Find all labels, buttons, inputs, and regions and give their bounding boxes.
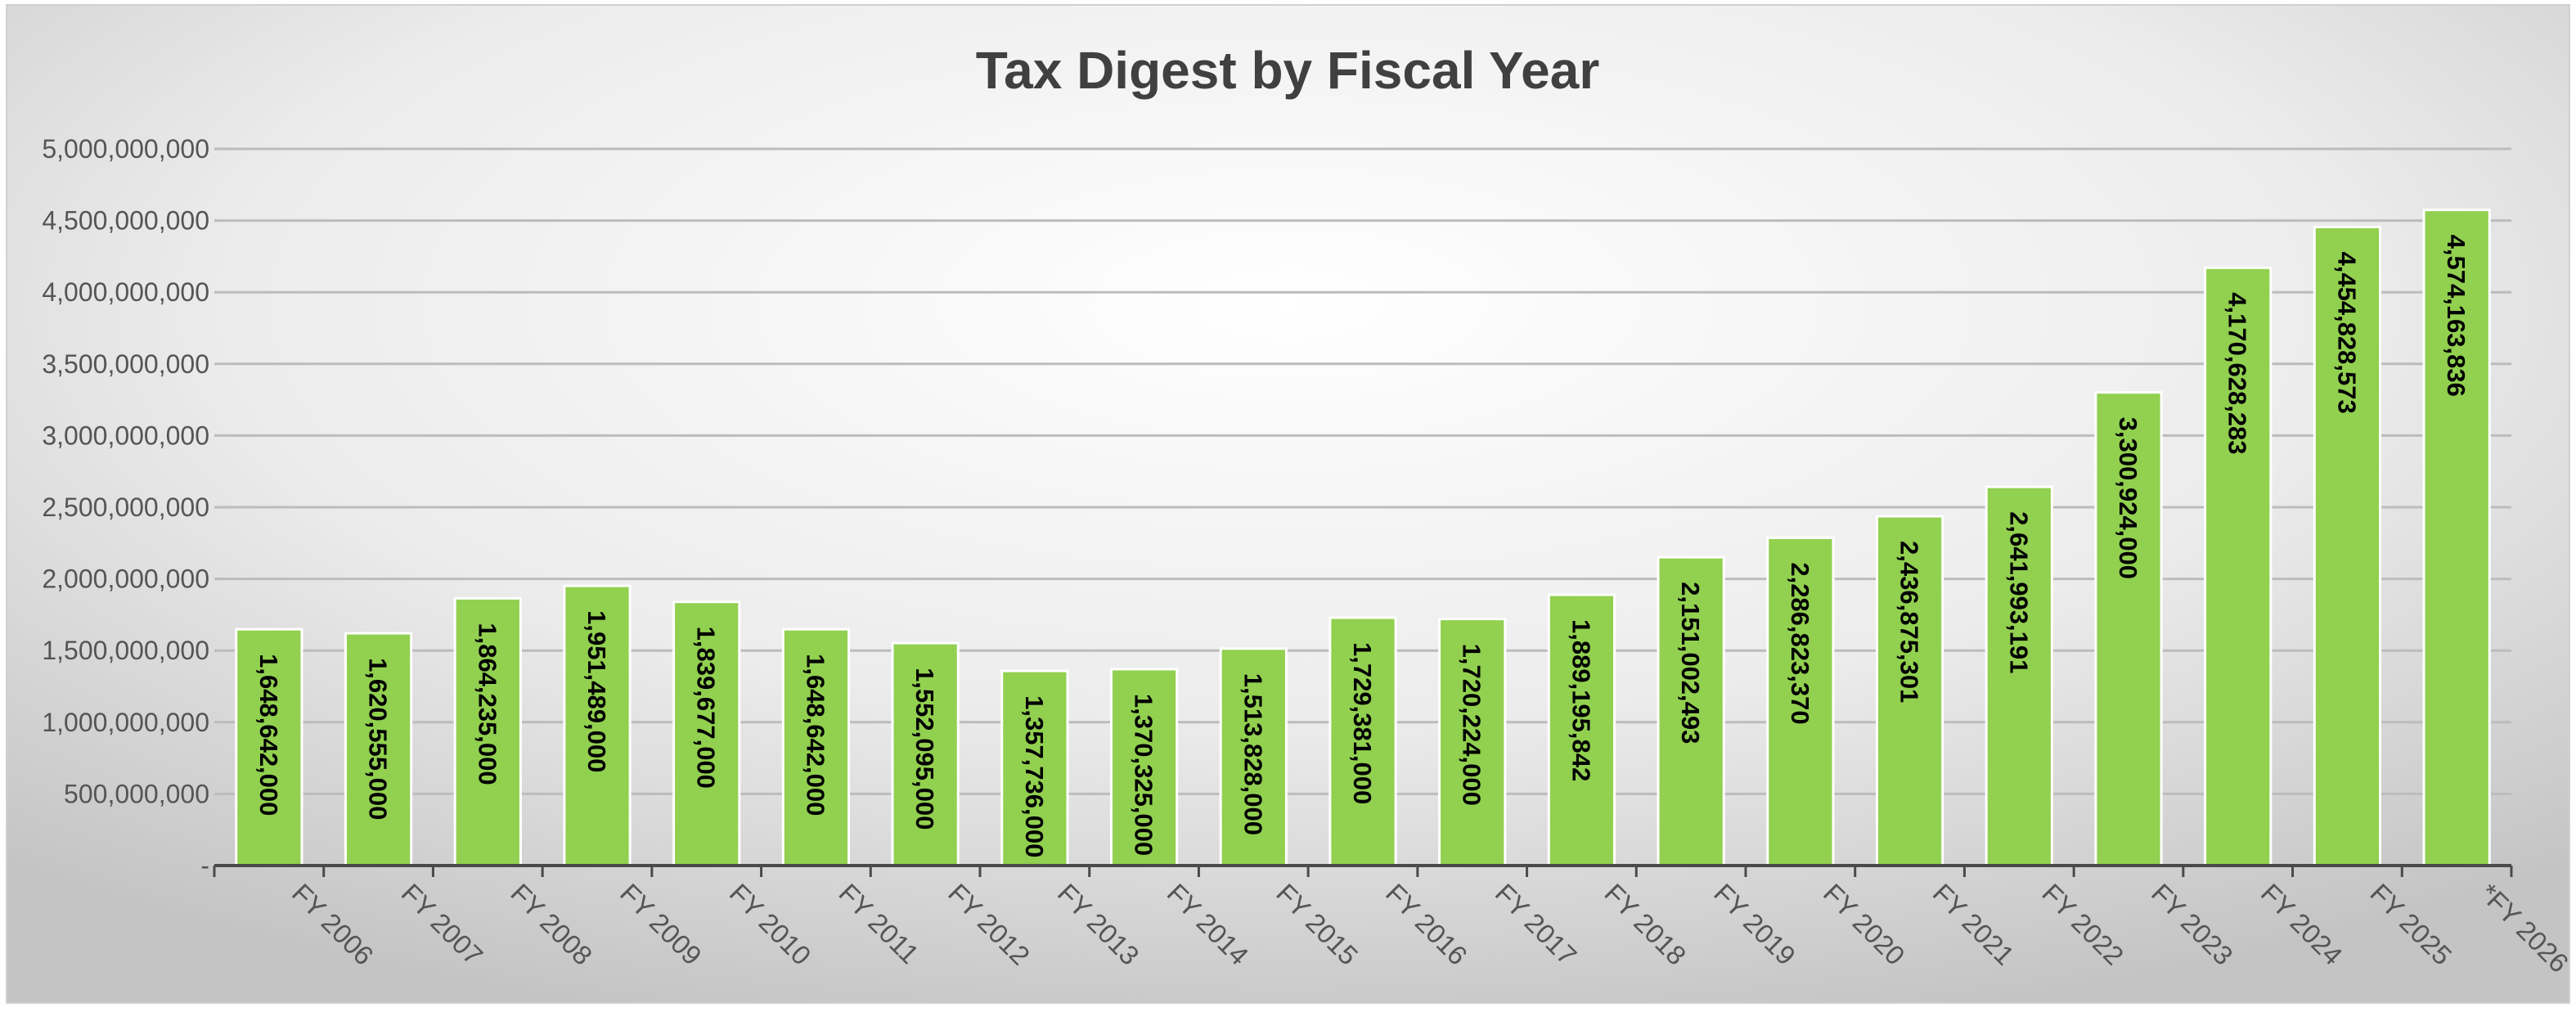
data-label: 1,951,489,000 bbox=[582, 610, 611, 772]
y-tick-label: 5,000,000,000 bbox=[42, 134, 209, 164]
bar bbox=[1219, 647, 1288, 867]
bar bbox=[563, 584, 632, 867]
bar bbox=[1875, 515, 1944, 867]
y-tick-label: 2,500,000,000 bbox=[42, 493, 209, 522]
data-label: 1,889,195,842 bbox=[1567, 619, 1595, 781]
bar bbox=[2313, 226, 2382, 867]
data-label: 1,552,095,000 bbox=[910, 668, 939, 830]
y-tick-label: 3,000,000,000 bbox=[42, 421, 209, 450]
data-labels: 1,648,642,000 1,620,555,000 1,864,235,000 1… bbox=[254, 235, 2470, 858]
bar bbox=[344, 632, 413, 867]
data-label: 4,170,628,283 bbox=[2223, 292, 2252, 454]
data-label: 1,729,381,000 bbox=[1348, 642, 1377, 804]
y-tick-label: 3,500,000,000 bbox=[42, 349, 209, 379]
data-label: 1,370,325,000 bbox=[1130, 694, 1158, 856]
data-label: 4,454,828,573 bbox=[2332, 252, 2361, 414]
y-tick-label: 4,500,000,000 bbox=[42, 206, 209, 236]
bar bbox=[781, 627, 851, 867]
data-label: 1,648,642,000 bbox=[254, 654, 283, 816]
y-tick-label: 1,500,000,000 bbox=[42, 636, 209, 665]
x-axis bbox=[213, 864, 2513, 877]
data-label: 2,286,823,370 bbox=[1786, 562, 1814, 724]
bar bbox=[672, 600, 741, 867]
data-label: 2,641,993,191 bbox=[2004, 511, 2033, 673]
data-label: 1,357,736,000 bbox=[1020, 695, 1049, 857]
bar bbox=[1547, 593, 1616, 867]
y-tick-label: 500,000,000 bbox=[64, 779, 209, 808]
y-axis-tick-labels: - 500,000,000 1,000,000,000 1,500,000,000 2,… bbox=[42, 134, 209, 880]
data-label: 3,300,924,000 bbox=[2114, 417, 2142, 579]
y-tick-label: 2,000,000,000 bbox=[42, 564, 209, 594]
data-label: 1,864,235,000 bbox=[473, 623, 501, 785]
data-label: 1,839,677,000 bbox=[692, 627, 721, 789]
bar bbox=[2422, 209, 2491, 867]
chart-title: Tax Digest by Fiscal Year bbox=[976, 41, 1599, 100]
y-tick-label: - bbox=[200, 851, 209, 880]
bar bbox=[2204, 266, 2273, 867]
bar bbox=[235, 627, 303, 867]
bar bbox=[1985, 485, 2053, 867]
data-label: 2,151,002,493 bbox=[1676, 582, 1705, 744]
bar bbox=[1438, 618, 1507, 867]
bars bbox=[235, 209, 2491, 867]
data-label: 4,574,163,836 bbox=[2442, 235, 2470, 397]
bar bbox=[1657, 555, 1725, 867]
y-tick-label: 1,000,000,000 bbox=[42, 708, 209, 737]
y-tick-label: 4,000,000,000 bbox=[42, 277, 209, 307]
data-label: 1,648,642,000 bbox=[801, 654, 829, 816]
data-label: 1,720,224,000 bbox=[1458, 644, 1486, 806]
data-label: 1,513,828,000 bbox=[1239, 673, 1267, 835]
data-label: 1,620,555,000 bbox=[364, 658, 393, 820]
data-label: 2,436,875,301 bbox=[1895, 541, 1924, 703]
bar bbox=[891, 641, 960, 867]
